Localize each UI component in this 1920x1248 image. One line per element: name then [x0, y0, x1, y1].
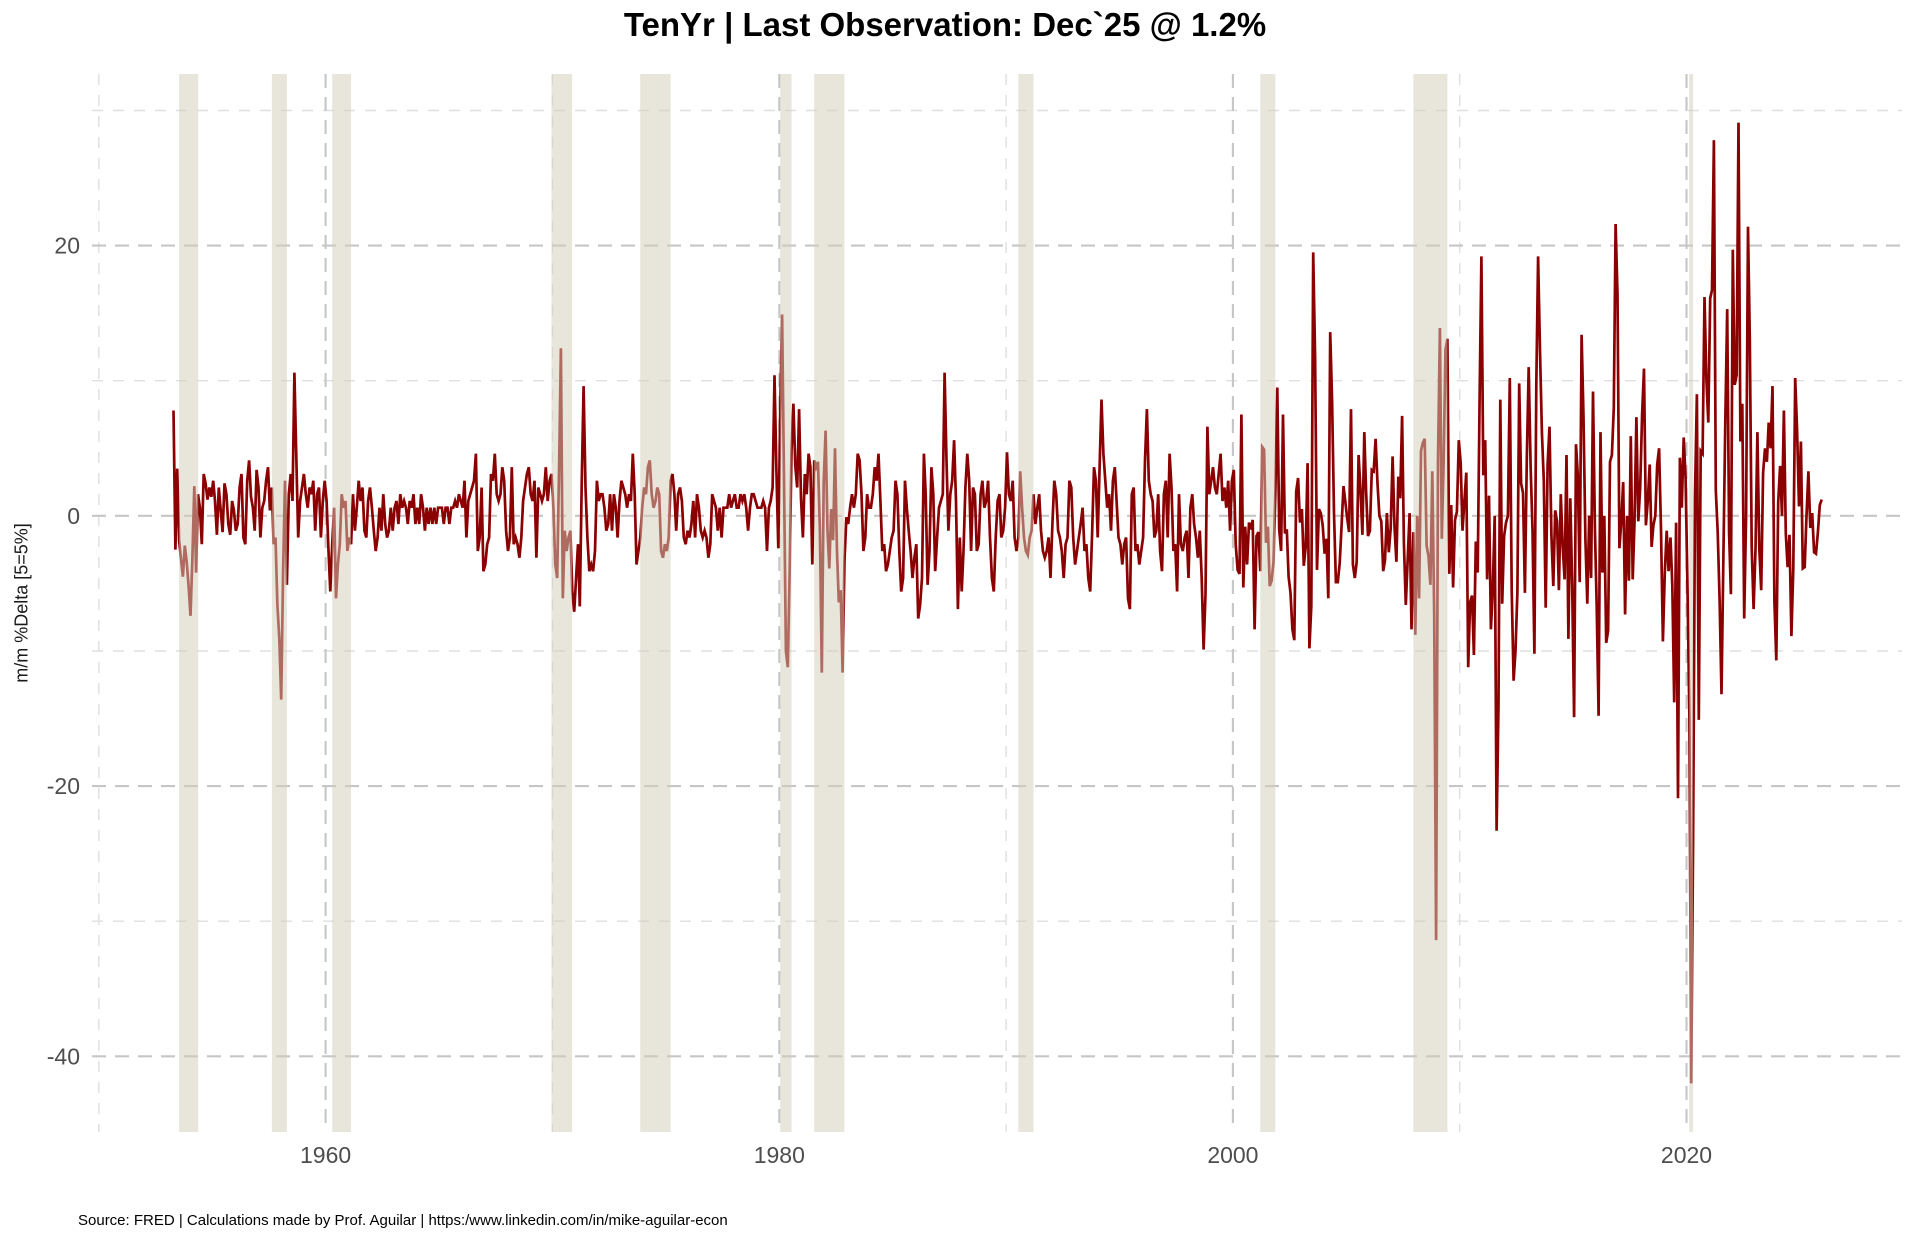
y-axis-tick-labels: 20 0 -20 -40: [47, 233, 80, 1070]
recession-band: [1018, 74, 1034, 1132]
x-tick-label: 2000: [1207, 1142, 1258, 1168]
data-line-group: [172, 122, 1823, 1084]
x-tick-label: 1960: [300, 1142, 351, 1168]
source-note: Source: FRED | Calculations made by Prof…: [78, 1212, 728, 1229]
data-line: [172, 122, 1823, 1084]
x-tick-label: 1980: [754, 1142, 805, 1168]
y-tick-label: 0: [67, 503, 80, 529]
recession-band: [1260, 74, 1276, 1132]
gridlines-minor: [92, 74, 1902, 1132]
recession-band: [179, 74, 199, 1132]
recession-band: [780, 74, 792, 1132]
y-tick-label: -40: [47, 1043, 80, 1069]
recession-band: [1689, 74, 1694, 1132]
recession-band: [551, 74, 573, 1132]
x-tick-label: 2020: [1661, 1142, 1712, 1168]
y-axis-title: m/m %Delta [5=5%]: [11, 523, 32, 683]
recession-band: [814, 74, 845, 1132]
recession-band: [332, 74, 351, 1132]
recession-band: [1413, 74, 1448, 1132]
y-tick-label: 20: [54, 233, 80, 259]
gridlines-major: [92, 74, 1902, 1132]
recession-bands: [179, 74, 1694, 1132]
recession-band: [640, 74, 671, 1132]
chart-title: TenYr | Last Observation: Dec`25 @ 1.2%: [623, 6, 1267, 43]
recession-band: [271, 74, 287, 1132]
x-axis-tick-labels: 1960 1980 2000 2020: [300, 1142, 1712, 1168]
y-tick-label: -20: [47, 773, 80, 799]
